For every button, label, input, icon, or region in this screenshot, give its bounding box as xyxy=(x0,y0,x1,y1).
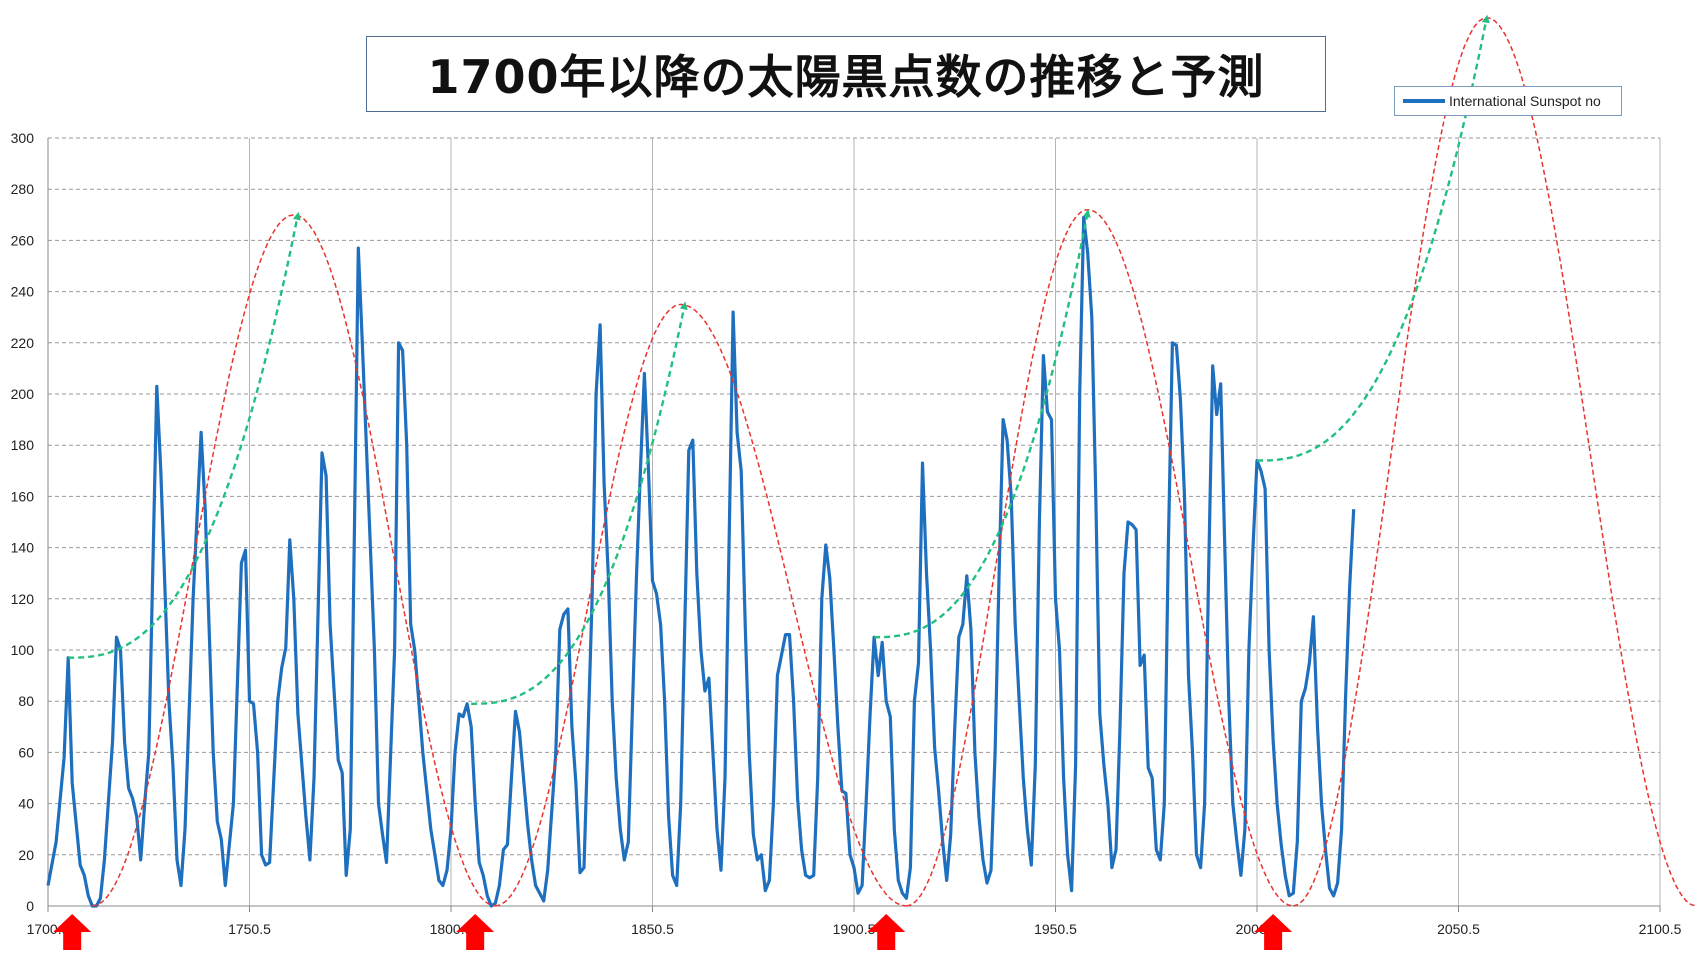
x-axis-ticks: 1700.5 1750.5 1800.5 1850.5 1900.5 1950.5 2000… xyxy=(27,921,1682,937)
chart-title-box: 1700年以降の太陽黒点数の推移と予測 xyxy=(366,36,1326,112)
minimum-arrow xyxy=(53,914,92,950)
cycle-curve xyxy=(906,209,1294,907)
y-tick-label: 140 xyxy=(11,540,35,556)
trend-curve xyxy=(1256,14,1490,462)
legend-entry: International Sunspot no xyxy=(1449,93,1601,109)
y-tick-label: 260 xyxy=(11,232,35,248)
cycle-curve xyxy=(92,214,496,907)
minimum-arrow xyxy=(456,914,495,950)
x-tick-label: 1700.5 xyxy=(27,921,70,937)
trend-curve xyxy=(874,209,1091,639)
y-tick-label: 280 xyxy=(11,181,35,197)
cycle-curve xyxy=(495,303,907,907)
y-tick-label: 300 xyxy=(11,130,35,146)
trend-curves xyxy=(68,14,1490,705)
y-tick-label: 20 xyxy=(18,847,34,863)
y-tick-label: 0 xyxy=(26,898,34,914)
y-tick-label: 220 xyxy=(11,335,35,351)
y-tick-label: 100 xyxy=(11,642,35,658)
x-tick-label: 1750.5 xyxy=(228,921,271,937)
cycle-curve xyxy=(1293,17,1697,907)
y-tick-label: 240 xyxy=(11,284,35,300)
minimum-arrows xyxy=(53,914,1293,950)
y-tick-label: 200 xyxy=(11,386,35,402)
legend: International Sunspot no xyxy=(1394,86,1622,116)
legend-swatch xyxy=(1403,99,1445,103)
y-tick-label: 80 xyxy=(18,693,34,709)
y-tick-label: 160 xyxy=(11,488,35,504)
trend-curve xyxy=(471,301,688,705)
x-tick-label: 1900.5 xyxy=(833,921,876,937)
grid-lines xyxy=(48,137,1661,906)
y-tick-label: 120 xyxy=(11,591,35,607)
cycle-curves xyxy=(92,17,1697,907)
x-tick-label: 2050.5 xyxy=(1437,921,1480,937)
y-tick-label: 60 xyxy=(18,744,34,760)
series-layer xyxy=(46,215,1356,908)
trend-curve xyxy=(68,211,301,659)
series-line xyxy=(46,215,1356,908)
minimum-arrow xyxy=(867,914,906,950)
x-tick-label: 1850.5 xyxy=(631,921,674,937)
chart-title: 1700年以降の太陽黒点数の推移と予測 xyxy=(427,50,1265,104)
y-tick-label: 180 xyxy=(11,437,35,453)
axes xyxy=(47,138,1661,912)
minimum-arrow xyxy=(1254,914,1293,950)
y-axis-ticks: 0 20 40 60 80 100 120 140 160 180 200 220 240 260 280 3… xyxy=(11,130,35,914)
y-tick-label: 40 xyxy=(18,796,34,812)
x-tick-label: 1800.5 xyxy=(430,921,473,937)
x-tick-label: 2100.5 xyxy=(1639,921,1682,937)
x-tick-label: 1950.5 xyxy=(1034,921,1077,937)
